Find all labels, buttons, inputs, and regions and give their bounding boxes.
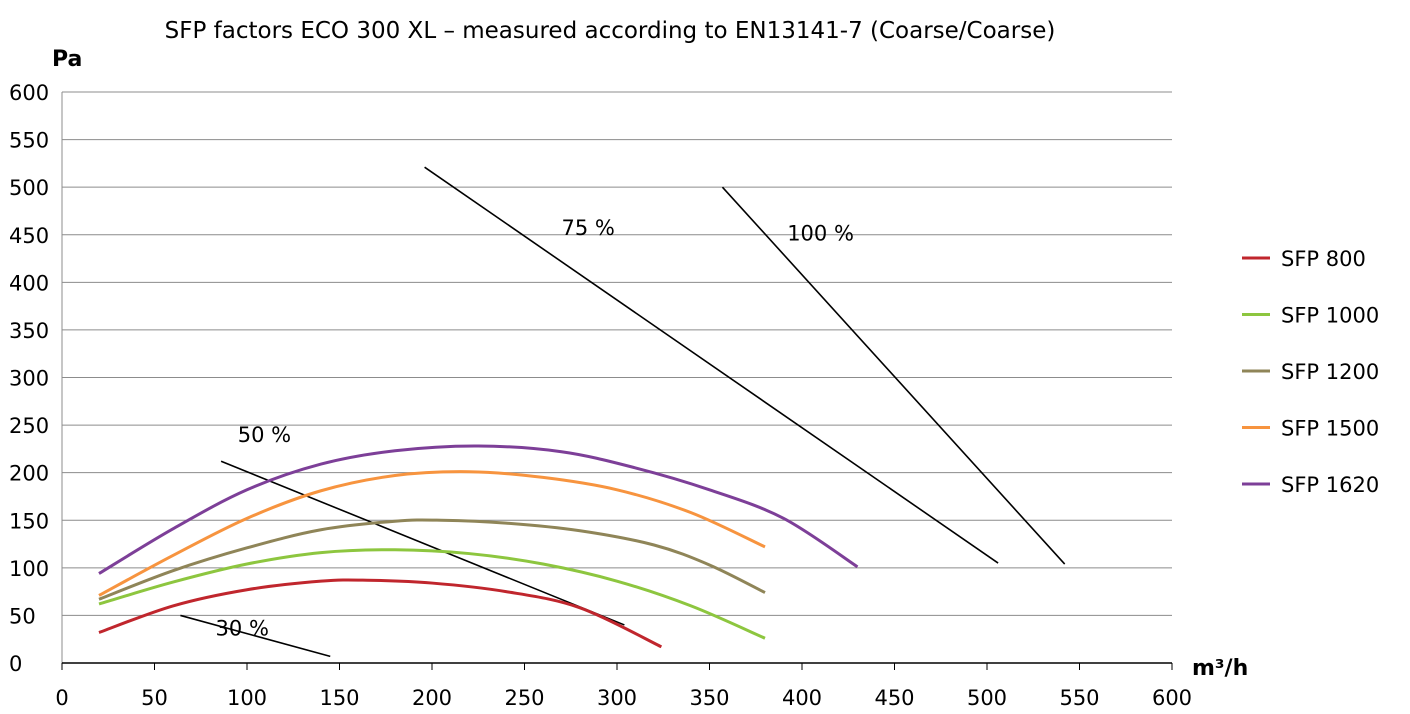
y-tick-label: 300 bbox=[9, 367, 49, 391]
series-lines bbox=[98, 444, 859, 649]
gridlines bbox=[61, 91, 1172, 663]
legend-label: SFP 800 bbox=[1281, 247, 1366, 271]
legend-label: SFP 1000 bbox=[1281, 304, 1379, 328]
x-tick-label: 600 bbox=[1152, 686, 1192, 710]
legend-label: SFP 1620 bbox=[1281, 473, 1379, 497]
y-tick-label: 50 bbox=[9, 604, 36, 628]
x-tick-label: 150 bbox=[319, 686, 359, 710]
y-tick-label: 200 bbox=[9, 462, 49, 486]
x-tick-label: 50 bbox=[141, 686, 168, 710]
x-axis-label: m³/h bbox=[1192, 656, 1248, 681]
x-tick-label: 500 bbox=[967, 686, 1007, 710]
legend-label: SFP 1200 bbox=[1281, 360, 1379, 384]
x-tick-label: 250 bbox=[504, 686, 544, 710]
y-tick-label: 0 bbox=[9, 652, 22, 676]
x-tick-label: 450 bbox=[874, 686, 914, 710]
operating-line bbox=[180, 614, 331, 658]
operating-line bbox=[220, 460, 625, 626]
x-tick-label: 200 bbox=[412, 686, 452, 710]
x-tick-labels: 0 50 100 150 200 250 300 350 400 450 500 550 600 bbox=[55, 663, 1192, 710]
series-line bbox=[98, 548, 766, 640]
y-tick-label: 500 bbox=[9, 176, 49, 200]
y-tick-label: 100 bbox=[9, 557, 49, 581]
x-tick-label: 400 bbox=[782, 686, 822, 710]
operating-line bbox=[721, 186, 1066, 565]
x-tick-label: 0 bbox=[55, 686, 68, 710]
chart-title: SFP factors ECO 300 XL – measured accord… bbox=[165, 18, 1056, 44]
series-line bbox=[98, 470, 766, 597]
y-tick-label: 450 bbox=[9, 224, 49, 248]
series-line bbox=[98, 578, 663, 649]
operating-line-label: 75 % bbox=[562, 216, 615, 240]
operating-line-label: 30 % bbox=[216, 616, 269, 640]
y-tick-label: 600 bbox=[9, 81, 49, 105]
legend-label: SFP 1500 bbox=[1281, 417, 1379, 441]
x-tick-label: 100 bbox=[227, 686, 267, 710]
operating-lines: 30 % 50 % 75 % 100 % bbox=[180, 166, 1066, 658]
y-tick-labels: 0 50 100 150 200 250 300 350 400 450 500 550 600 bbox=[9, 81, 49, 676]
y-tick-label: 150 bbox=[9, 509, 49, 533]
legend: SFP 800 SFP 1000 SFP 1200 SFP 1500 SFP 1620 bbox=[1242, 247, 1379, 497]
y-tick-label: 550 bbox=[9, 129, 49, 153]
y-tick-label: 250 bbox=[9, 414, 49, 438]
x-tick-label: 300 bbox=[597, 686, 637, 710]
operating-line bbox=[424, 166, 999, 564]
series-line bbox=[98, 518, 766, 601]
y-tick-label: 350 bbox=[9, 319, 49, 343]
x-tick-label: 550 bbox=[1059, 686, 1099, 710]
y-axis-label: Pa bbox=[52, 47, 82, 72]
operating-line-label: 50 % bbox=[238, 423, 291, 447]
y-tick-label: 400 bbox=[9, 271, 49, 295]
operating-line-label: 100 % bbox=[787, 221, 854, 245]
series-line bbox=[98, 444, 859, 575]
x-tick-label: 350 bbox=[689, 686, 729, 710]
